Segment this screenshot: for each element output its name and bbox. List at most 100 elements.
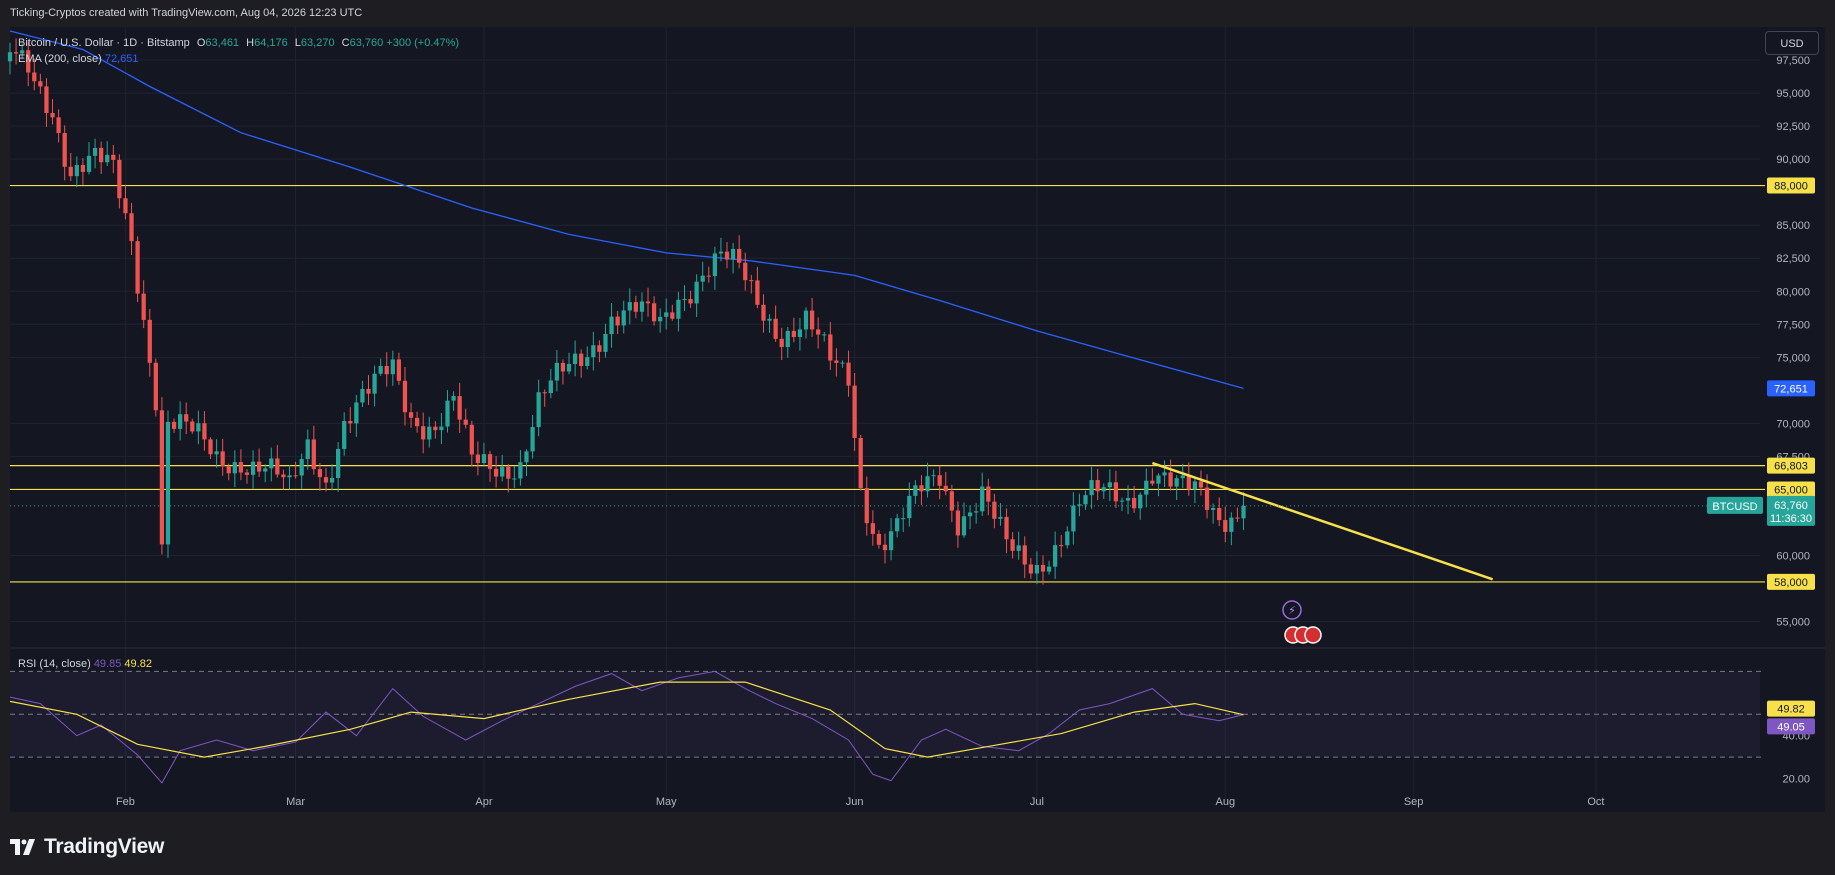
candle-body xyxy=(730,248,736,260)
candle xyxy=(949,484,954,523)
level-price-tag-text: 88,000 xyxy=(1774,181,1808,193)
candle-body xyxy=(1223,520,1228,532)
candle-body xyxy=(44,86,49,114)
time-axis[interactable]: Feb Mar Apr May Jun Jul Aug Sep Oct xyxy=(116,796,1605,808)
attribution-text: Ticking-Cryptos created with TradingView… xyxy=(10,7,363,19)
candle xyxy=(342,412,347,456)
candle xyxy=(99,141,104,174)
candle xyxy=(287,464,292,490)
candle xyxy=(566,352,572,375)
candle xyxy=(335,442,341,492)
candle-body xyxy=(706,275,711,277)
currency-button[interactable]: USD xyxy=(1765,31,1819,55)
price-axis[interactable]: 97,500 95,000 92,500 90,000 85,000 82,500 80,0… xyxy=(1776,55,1810,629)
candle xyxy=(1144,468,1149,508)
candle-body xyxy=(919,485,924,492)
price-tick-label: 82,500 xyxy=(1776,253,1810,265)
candle xyxy=(816,317,821,349)
event-icons[interactable]: ⚡ xyxy=(1282,600,1322,644)
candle-body xyxy=(305,439,310,460)
candle xyxy=(694,274,699,317)
candle xyxy=(1235,507,1240,522)
trendline[interactable] xyxy=(1151,461,1494,581)
candle xyxy=(1083,490,1088,510)
us-event-icon[interactable] xyxy=(1304,626,1322,644)
candle xyxy=(518,450,523,486)
candle xyxy=(269,447,274,482)
candle-body xyxy=(111,154,116,160)
flash-event-icon[interactable] xyxy=(1282,600,1302,620)
candle-body xyxy=(269,458,274,469)
candle-body xyxy=(427,426,432,440)
ohlc-row: Bitcoin / U.S. Dollar · 1D · Bitstamp O6… xyxy=(18,35,459,51)
candle-body xyxy=(882,544,888,551)
candle-body xyxy=(651,303,657,322)
candle xyxy=(536,379,541,437)
price-tick-label: 85,000 xyxy=(1776,220,1810,232)
low-value: 63,270 xyxy=(300,37,335,49)
candle xyxy=(627,288,632,325)
ema-price-tag: 72,651 xyxy=(1767,380,1815,397)
candle xyxy=(846,350,851,397)
candle xyxy=(1059,535,1064,558)
price-tick-label: 97,500 xyxy=(1776,55,1810,67)
candle-body xyxy=(1053,545,1058,567)
candle xyxy=(730,242,736,274)
candle xyxy=(767,314,772,333)
candle-body xyxy=(803,310,809,330)
rsi-ma-value: 49.82 xyxy=(124,658,152,670)
candle-body xyxy=(585,357,590,366)
candle xyxy=(919,475,924,506)
candle xyxy=(876,530,882,549)
candle-body xyxy=(548,380,553,394)
candle xyxy=(585,346,590,370)
candle-body xyxy=(901,518,906,520)
candle xyxy=(1198,470,1204,496)
candle xyxy=(974,502,979,524)
ema-label[interactable]: EMA (200, close) xyxy=(18,53,102,65)
candle-body xyxy=(974,511,979,513)
time-tick-label: May xyxy=(656,796,677,808)
candle-body xyxy=(457,396,462,420)
candle xyxy=(445,390,450,433)
candle xyxy=(1241,492,1246,531)
candle xyxy=(487,450,493,482)
candle xyxy=(1217,497,1222,526)
candle-body xyxy=(153,362,158,411)
candle-body xyxy=(767,318,772,321)
candle xyxy=(123,184,128,220)
rsi-label[interactable]: RSI (14, close) xyxy=(18,658,91,670)
candle xyxy=(712,246,717,290)
candle-body xyxy=(384,366,389,375)
candle-body xyxy=(992,501,997,519)
candle-body xyxy=(378,366,383,374)
chart-frame[interactable] xyxy=(10,27,1825,812)
candle xyxy=(1004,508,1009,554)
candle xyxy=(651,296,657,326)
candle xyxy=(1089,466,1094,509)
candle-body xyxy=(1186,475,1191,490)
candle xyxy=(791,317,796,343)
candle xyxy=(196,410,201,445)
candle-body xyxy=(354,402,359,424)
level-price-tag: 88,000 xyxy=(1767,177,1815,194)
candle xyxy=(633,295,638,319)
level-price-tag-bg xyxy=(1767,457,1815,474)
candle-body xyxy=(135,241,140,294)
time-tick-label: Feb xyxy=(116,796,135,808)
candle-body xyxy=(13,52,19,54)
low-label: L xyxy=(294,37,301,49)
candle-body xyxy=(226,466,231,474)
candle-body xyxy=(7,52,13,62)
candle xyxy=(1028,557,1033,579)
price-tick-label: 80,000 xyxy=(1776,286,1810,298)
symbol-title[interactable]: Bitcoin / U.S. Dollar · 1D · Bitstamp xyxy=(18,37,190,49)
candle-body xyxy=(961,516,967,536)
symbol-tag-text: BTCUSD xyxy=(1712,501,1757,513)
candle xyxy=(658,308,663,333)
rsi-value: 49.85 xyxy=(93,658,122,670)
candle-body xyxy=(165,421,171,545)
candle-body xyxy=(925,476,930,492)
